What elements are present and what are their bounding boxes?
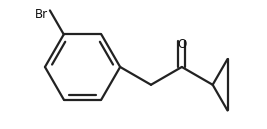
Text: Br: Br xyxy=(35,9,48,21)
Text: O: O xyxy=(177,38,186,51)
